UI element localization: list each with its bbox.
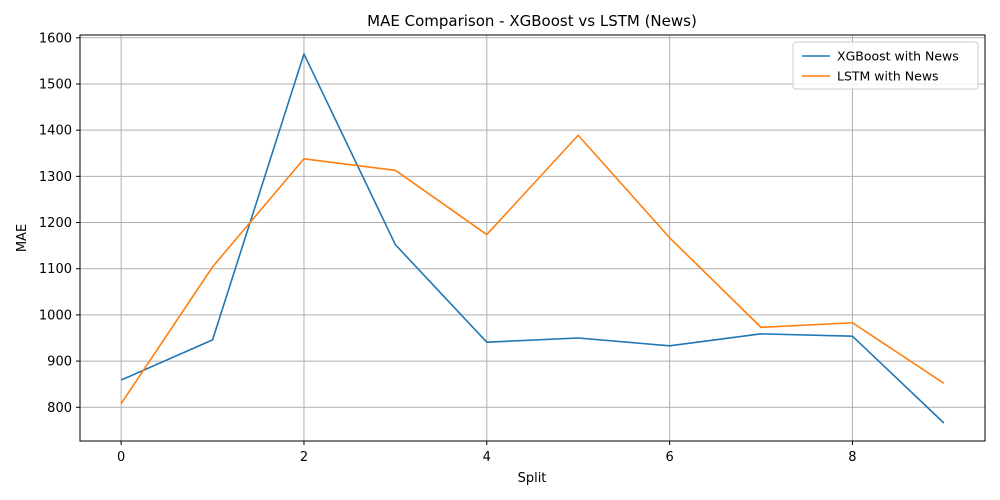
chart-title: MAE Comparison - XGBoost vs LSTM (News) [367, 12, 697, 30]
y-tick-label: 1300 [39, 170, 72, 185]
series-line-xgboost [120, 53, 945, 424]
legend-label: LSTM with News [837, 69, 939, 84]
x-tick-label: 4 [483, 450, 491, 465]
y-tick-label: 1100 [39, 262, 72, 277]
x-tick-label: 8 [848, 450, 856, 465]
y-tick-label: 900 [47, 355, 72, 370]
series-line-lstm [120, 134, 945, 405]
legend: XGBoost with News LSTM with News [792, 41, 979, 90]
x-axis-label: Split [518, 471, 547, 486]
grid-lines [80, 35, 985, 441]
y-tick-label: 800 [47, 401, 72, 416]
x-tick-label: 6 [665, 450, 673, 465]
series-lines [120, 53, 945, 424]
y-tick-label: 1400 [39, 124, 72, 139]
y-tick-label: 1200 [39, 216, 72, 231]
axis-ticks: 800 900 1000 1100 1200 1300 1400 1500 1600 0 2 4 6 8 [39, 31, 857, 465]
y-tick-label: 1500 [39, 77, 72, 92]
x-tick-label: 2 [300, 450, 308, 465]
plot-area-frame [79, 34, 986, 442]
x-tick-label: 0 [117, 450, 125, 465]
legend-box [792, 41, 979, 90]
y-tick-label: 1600 [39, 31, 72, 46]
y-axis-label: MAE [15, 224, 30, 252]
y-tick-label: 1000 [39, 308, 72, 323]
legend-label: XGBoost with News [837, 49, 959, 64]
